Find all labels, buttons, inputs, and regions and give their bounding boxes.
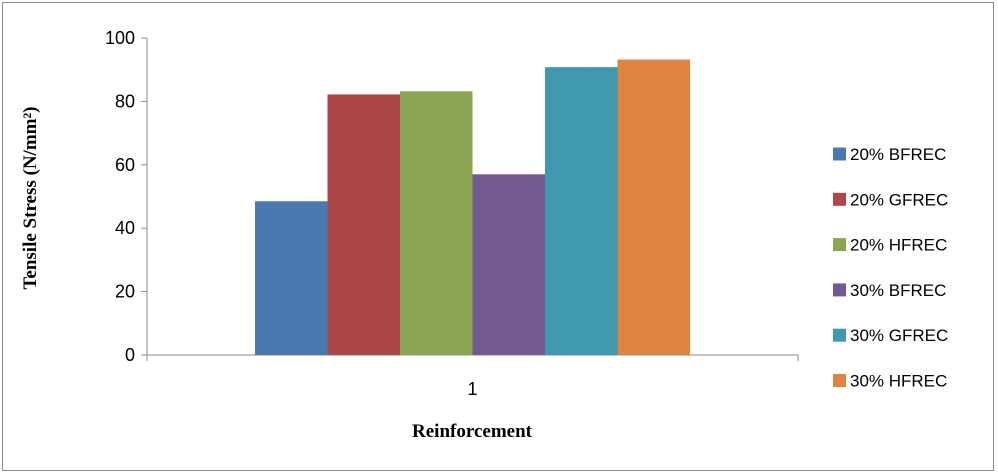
legend-swatch <box>833 192 846 206</box>
y-axis-ticks: 0 20 40 60 80 100 <box>105 28 147 365</box>
y-tick-label: 20 <box>115 282 135 302</box>
legend-swatch <box>833 283 846 297</box>
y-tick-label: 0 <box>125 345 135 365</box>
legend-label: 30% HFREC <box>850 372 947 391</box>
legend-label: 30% GFREC <box>850 326 948 345</box>
bar-30-gfrec <box>545 67 618 355</box>
legend-swatch <box>833 147 846 161</box>
legend-label: 30% BFREC <box>850 281 946 300</box>
legend-label: 20% BFREC <box>850 145 946 164</box>
x-tick-label: 1 <box>467 379 477 399</box>
legend-label: 20% GFREC <box>850 190 948 209</box>
y-tick-label: 60 <box>115 155 135 175</box>
bars-group <box>255 59 690 356</box>
legend: 20% BFREC 20% GFREC 20% HFREC 30% BFREC 30% … <box>833 145 948 391</box>
legend-label: 20% HFREC <box>850 236 947 255</box>
x-axis-title: Reinforcement <box>412 421 533 442</box>
y-tick-label: 40 <box>115 218 135 238</box>
bar-30-bfrec <box>472 174 545 355</box>
legend-swatch <box>833 374 846 387</box>
y-axis-title: Tensile Stress (N/mm²) <box>20 106 41 289</box>
bar-20-bfrec <box>255 201 328 355</box>
bar-20-gfrec <box>327 94 400 356</box>
legend-swatch <box>833 238 846 252</box>
x-axis-ticks: 1 <box>146 355 799 399</box>
y-tick-label: 80 <box>115 91 135 111</box>
y-tick-label: 100 <box>105 28 135 48</box>
bar-20-hfrec <box>400 91 473 356</box>
legend-swatch <box>833 328 846 342</box>
bar-30-hfrec <box>617 59 690 355</box>
